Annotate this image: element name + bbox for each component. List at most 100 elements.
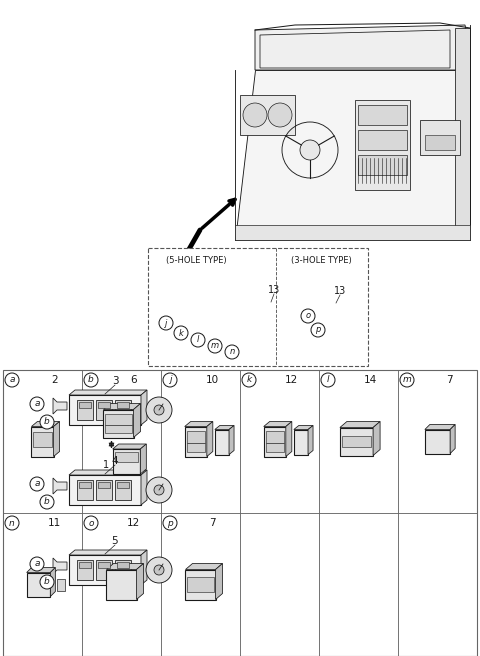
Polygon shape bbox=[54, 422, 60, 457]
Text: (5-HOLE TYPE): (5-HOLE TYPE) bbox=[166, 255, 227, 264]
Polygon shape bbox=[294, 426, 313, 430]
Polygon shape bbox=[321, 301, 360, 305]
Text: j: j bbox=[165, 319, 167, 327]
Bar bbox=[358, 130, 407, 150]
Circle shape bbox=[174, 326, 188, 340]
Text: 6: 6 bbox=[130, 375, 137, 385]
Text: 3: 3 bbox=[112, 376, 118, 386]
Polygon shape bbox=[113, 444, 146, 449]
Text: a: a bbox=[34, 400, 40, 409]
Bar bbox=[265, 309, 270, 317]
Polygon shape bbox=[104, 403, 141, 409]
Circle shape bbox=[154, 565, 164, 575]
Polygon shape bbox=[69, 470, 147, 475]
Polygon shape bbox=[255, 300, 302, 304]
Bar bbox=[185, 426, 207, 457]
Circle shape bbox=[268, 103, 292, 127]
Circle shape bbox=[40, 495, 54, 509]
Text: 10: 10 bbox=[206, 375, 219, 385]
Text: 14: 14 bbox=[364, 375, 377, 385]
Bar bbox=[187, 443, 205, 452]
Text: o: o bbox=[305, 312, 311, 321]
Bar bbox=[98, 482, 110, 488]
Bar bbox=[115, 560, 131, 580]
Circle shape bbox=[191, 333, 205, 347]
Bar bbox=[342, 436, 371, 447]
Bar bbox=[185, 569, 216, 600]
Bar bbox=[240, 95, 295, 135]
Polygon shape bbox=[255, 25, 470, 70]
Polygon shape bbox=[207, 422, 213, 457]
Text: j: j bbox=[169, 375, 171, 384]
Bar bbox=[355, 100, 410, 190]
Polygon shape bbox=[425, 424, 455, 430]
Text: o: o bbox=[88, 518, 94, 527]
Circle shape bbox=[40, 415, 54, 429]
Text: p: p bbox=[167, 518, 173, 527]
Bar bbox=[336, 309, 340, 317]
Polygon shape bbox=[133, 403, 141, 438]
Circle shape bbox=[300, 140, 320, 160]
Text: p: p bbox=[315, 325, 321, 335]
Circle shape bbox=[40, 575, 54, 589]
Bar bbox=[115, 480, 131, 500]
Bar bbox=[274, 309, 278, 317]
Bar bbox=[115, 400, 131, 420]
Bar bbox=[57, 579, 65, 590]
Polygon shape bbox=[235, 70, 470, 240]
Text: b: b bbox=[44, 497, 50, 506]
Bar bbox=[69, 555, 141, 585]
Circle shape bbox=[5, 516, 19, 530]
Circle shape bbox=[30, 477, 44, 491]
Polygon shape bbox=[141, 470, 147, 505]
Polygon shape bbox=[286, 422, 292, 457]
Polygon shape bbox=[141, 550, 147, 585]
Bar bbox=[266, 430, 284, 443]
Bar bbox=[98, 562, 110, 568]
Polygon shape bbox=[69, 550, 147, 555]
Bar bbox=[256, 309, 262, 317]
Text: n: n bbox=[9, 518, 15, 527]
Bar bbox=[187, 430, 205, 443]
Text: l: l bbox=[327, 375, 329, 384]
Text: 13: 13 bbox=[334, 286, 346, 296]
Bar bbox=[215, 430, 229, 455]
Polygon shape bbox=[53, 558, 67, 574]
Text: k: k bbox=[246, 375, 252, 384]
Bar bbox=[321, 305, 356, 321]
Circle shape bbox=[311, 323, 325, 337]
Bar bbox=[96, 400, 112, 420]
Bar bbox=[98, 402, 110, 408]
Bar bbox=[358, 155, 407, 175]
Polygon shape bbox=[264, 422, 292, 426]
Polygon shape bbox=[136, 564, 144, 600]
Bar bbox=[425, 135, 455, 150]
Circle shape bbox=[84, 373, 98, 387]
Bar bbox=[358, 105, 407, 125]
Circle shape bbox=[146, 557, 172, 583]
Text: 1: 1 bbox=[103, 461, 109, 470]
Text: b: b bbox=[44, 417, 50, 426]
Polygon shape bbox=[140, 444, 146, 474]
Text: 7: 7 bbox=[209, 518, 216, 528]
Circle shape bbox=[321, 373, 335, 387]
Text: (3-HOLE TYPE): (3-HOLE TYPE) bbox=[291, 255, 352, 264]
Bar bbox=[106, 413, 132, 424]
Text: n: n bbox=[229, 348, 235, 356]
Circle shape bbox=[225, 345, 239, 359]
Bar bbox=[117, 482, 129, 488]
Text: 13: 13 bbox=[268, 285, 280, 295]
Bar bbox=[96, 480, 112, 500]
Bar bbox=[235, 225, 470, 240]
Text: 2: 2 bbox=[51, 375, 58, 385]
Bar bbox=[322, 309, 327, 317]
Text: 12: 12 bbox=[127, 518, 140, 528]
Bar bbox=[290, 309, 296, 317]
Circle shape bbox=[400, 373, 414, 387]
Bar bbox=[69, 475, 141, 505]
Bar bbox=[79, 482, 91, 488]
Circle shape bbox=[208, 339, 222, 353]
Polygon shape bbox=[455, 28, 470, 240]
Polygon shape bbox=[141, 390, 147, 425]
Bar bbox=[294, 430, 308, 455]
